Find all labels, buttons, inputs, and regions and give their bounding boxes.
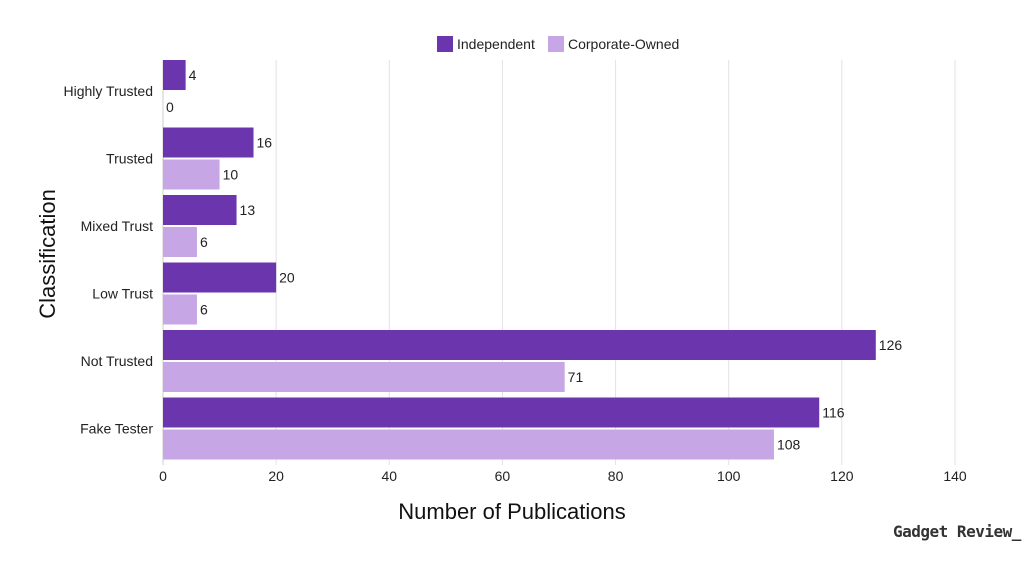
data-label: 16 [257,135,273,151]
x-tick-label: 20 [268,468,284,484]
bar-corporate-owned [163,429,774,460]
category-label: Highly Trusted [64,83,153,99]
bar-corporate-owned [163,362,565,392]
x-tick-label: 60 [495,468,511,484]
bar-independent [163,195,237,225]
legend-label: Corporate-Owned [568,36,679,52]
category-label: Trusted [106,151,153,167]
bar-independent [163,60,186,90]
legend-swatch [437,36,453,52]
data-label: 108 [777,437,801,453]
data-label: 0 [166,99,174,115]
x-tick-label: 120 [830,468,854,484]
x-tick-label: 140 [943,468,967,484]
data-label: 6 [200,302,208,318]
brand-logo: Gadget Review_ [893,522,1021,541]
data-label: 116 [822,405,845,421]
data-label: 6 [200,234,208,250]
data-label: 126 [879,337,903,353]
x-tick-label: 0 [159,468,167,484]
bar-corporate-owned [163,159,220,190]
category-label: Not Trusted [81,353,153,369]
y-axis-categories: Highly Trusted Trusted Mixed Trust Low Trus… [64,83,154,437]
category-label: Mixed Trust [81,218,153,234]
category-label: Low Trust [92,286,153,302]
data-label: 20 [279,270,295,286]
legend: Independent Corporate-Owned [437,36,679,52]
bar-independent [163,397,820,428]
legend-swatch [548,36,564,52]
x-axis-title: Number of Publications [398,499,625,524]
bar-independent [163,330,876,360]
x-tick-label: 40 [381,468,397,484]
data-label: 4 [189,67,197,83]
bar-corporate-owned [163,294,197,325]
data-label: 71 [568,369,584,385]
x-tick-label: 100 [717,468,741,484]
y-axis-title: Classification [35,189,60,319]
bars: 40 16 10 13 6 20 6 126 71 116 108 [163,60,902,460]
category-label: Fake Tester [80,421,153,437]
x-tick-label: 80 [608,468,624,484]
bar-corporate-owned [163,227,197,257]
data-label: 10 [223,167,239,183]
legend-label: Independent [457,36,535,52]
x-axis-ticks: 0 20 40 60 80 100 120 140 [159,468,967,484]
data-label: 13 [240,202,256,218]
bar-independent [163,127,254,158]
bar-independent [163,262,277,293]
